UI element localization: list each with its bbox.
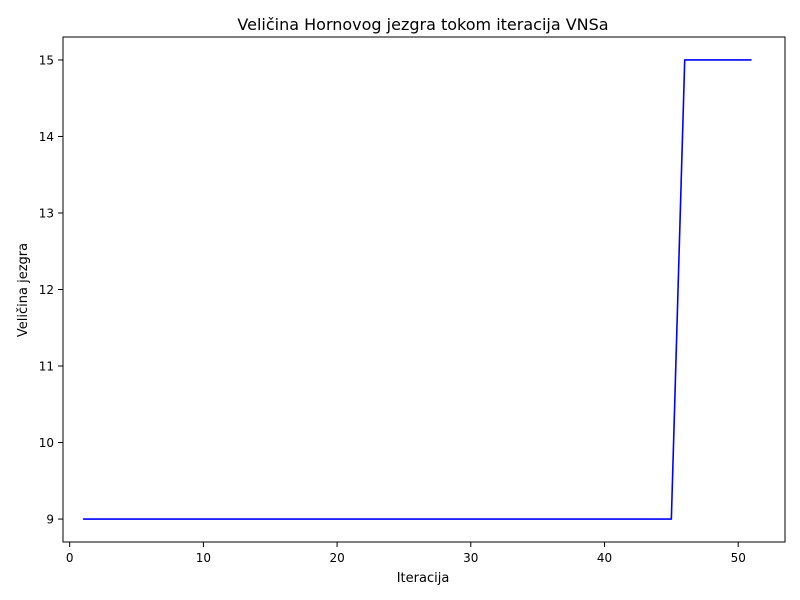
y-tick-label: 15 <box>39 53 54 67</box>
x-tick-label: 20 <box>329 551 344 565</box>
y-tick-label: 10 <box>39 436 54 450</box>
x-tick-label: 40 <box>597 551 612 565</box>
x-axis-label: Iteracija <box>397 571 450 586</box>
x-tick-label: 10 <box>196 551 211 565</box>
x-tick-label: 0 <box>66 551 74 565</box>
x-tick-label: 50 <box>731 551 746 565</box>
y-tick-label: 12 <box>39 283 54 297</box>
y-tick-label: 11 <box>39 360 54 374</box>
y-axis: 9 10 11 12 13 14 15 <box>39 53 63 527</box>
x-axis: 0 10 20 30 40 50 <box>66 542 746 565</box>
series-line-0 <box>83 59 752 520</box>
x-tick-label: 30 <box>463 551 478 565</box>
y-axis-label: Veličina jezgra <box>16 243 31 337</box>
y-tick-label: 9 <box>46 513 54 527</box>
chart-title: Veličina Hornovog jezgra tokom iteracija… <box>237 15 608 34</box>
y-tick-label: 13 <box>39 206 54 220</box>
y-tick-label: 14 <box>39 130 54 144</box>
